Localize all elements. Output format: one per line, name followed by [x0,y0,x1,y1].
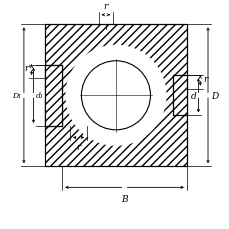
Polygon shape [45,65,62,126]
Polygon shape [45,65,62,126]
Text: r: r [24,64,29,73]
Text: r: r [76,143,80,152]
Text: D: D [210,91,217,100]
Text: d: d [190,91,196,100]
Text: r: r [103,2,108,11]
Polygon shape [45,65,62,126]
Polygon shape [173,76,186,116]
Circle shape [81,62,150,130]
Polygon shape [45,25,186,166]
Text: r: r [202,75,207,84]
Text: B: B [121,194,127,203]
Circle shape [66,46,165,145]
Text: d₁: d₁ [35,92,43,100]
Text: D₁: D₁ [12,92,21,100]
